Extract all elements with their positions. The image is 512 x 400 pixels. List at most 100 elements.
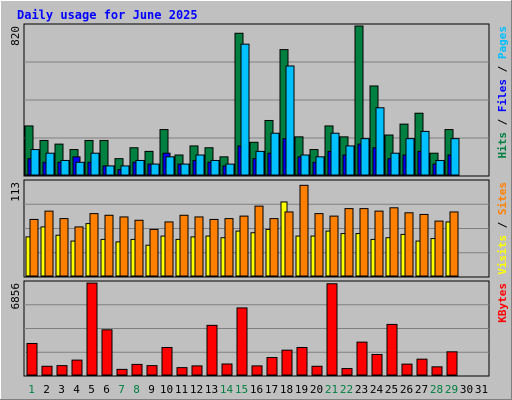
bar-sites-day-13 bbox=[209, 218, 219, 277]
bar-pages-day-13 bbox=[210, 159, 220, 176]
x-tick-label-day-19: 19 bbox=[295, 383, 308, 396]
x-tick-label-day-3: 3 bbox=[58, 383, 65, 396]
bar-sites-day-1 bbox=[29, 218, 39, 277]
hits-panel: 820 Hits / Files / Pages bbox=[9, 23, 509, 177]
bar-pages-day-24 bbox=[375, 107, 385, 176]
bar-sites-day-19 bbox=[299, 184, 309, 277]
chart-title: Daily usage for June 2025 bbox=[17, 8, 198, 22]
visits-panel-axis-label-part: Sites bbox=[496, 182, 509, 215]
bar-sites-day-14 bbox=[224, 218, 234, 277]
hits-panel-max-label: 820 bbox=[9, 26, 22, 46]
x-tick-label-day-23: 23 bbox=[355, 383, 368, 396]
x-tick-label-day-17: 17 bbox=[265, 383, 278, 396]
bar-sites-day-3 bbox=[59, 218, 69, 277]
bar-pages-day-21 bbox=[330, 132, 340, 176]
bar-pages-day-3 bbox=[60, 159, 70, 176]
bar-sites-day-25 bbox=[389, 207, 399, 277]
bar-kbytes-day-5 bbox=[86, 282, 98, 376]
x-tick-label-day-11: 11 bbox=[175, 383, 188, 396]
bar-kbytes-day-24 bbox=[371, 353, 383, 376]
x-tick-label-day-8: 8 bbox=[133, 383, 140, 396]
x-tick-label-day-24: 24 bbox=[370, 383, 384, 396]
bar-pages-day-29 bbox=[450, 138, 460, 176]
bar-sites-day-12 bbox=[194, 216, 204, 277]
x-tick-label-day-16: 16 bbox=[250, 383, 263, 396]
x-tick-label-day-20: 20 bbox=[310, 383, 323, 396]
bar-sites-day-10 bbox=[164, 221, 174, 277]
kbytes-panel-max-label: 6856 bbox=[9, 283, 22, 310]
bar-pages-day-4 bbox=[75, 161, 85, 176]
bar-pages-day-16 bbox=[255, 150, 265, 176]
bar-pages-day-7 bbox=[120, 165, 130, 176]
bar-kbytes-day-10 bbox=[161, 346, 173, 376]
bar-pages-day-25 bbox=[390, 152, 400, 176]
bar-kbytes-day-12 bbox=[191, 365, 203, 376]
bar-kbytes-day-17 bbox=[266, 357, 278, 376]
bar-pages-day-20 bbox=[315, 156, 325, 176]
x-tick-label-day-4: 4 bbox=[73, 383, 80, 396]
x-tick-label-day-1: 1 bbox=[28, 383, 35, 396]
x-tick-label-day-31: 31 bbox=[475, 383, 488, 396]
x-tick-label-day-22: 22 bbox=[340, 383, 353, 396]
bar-sites-day-29 bbox=[449, 211, 459, 277]
bar-sites-day-5 bbox=[89, 213, 99, 277]
bar-kbytes-day-28 bbox=[431, 366, 443, 376]
bar-sites-day-23 bbox=[359, 208, 369, 277]
bar-pages-day-17 bbox=[270, 132, 280, 176]
bar-sites-day-20 bbox=[314, 213, 324, 277]
x-tick-label-day-15: 15 bbox=[235, 383, 248, 396]
bar-kbytes-day-3 bbox=[56, 365, 68, 376]
x-tick-label-day-6: 6 bbox=[103, 383, 110, 396]
bar-pages-day-23 bbox=[360, 138, 370, 176]
bar-pages-day-9 bbox=[150, 163, 160, 176]
bar-kbytes-day-4 bbox=[71, 359, 83, 376]
bar-kbytes-day-13 bbox=[206, 324, 218, 376]
bar-pages-day-5 bbox=[90, 152, 100, 176]
bar-pages-day-18 bbox=[285, 65, 295, 176]
bar-kbytes-day-19 bbox=[296, 346, 308, 376]
x-tick-label-day-13: 13 bbox=[205, 383, 218, 396]
hits-panel-axis-label-part: Pages bbox=[496, 26, 509, 59]
hits-panel-axis-label: Hits / Files / Pages bbox=[496, 26, 509, 159]
bar-kbytes-day-27 bbox=[416, 358, 428, 376]
bar-kbytes-day-6 bbox=[101, 329, 113, 376]
bar-pages-day-27 bbox=[420, 130, 430, 176]
x-tick-label-day-7: 7 bbox=[118, 383, 125, 396]
bar-kbytes-day-22 bbox=[341, 368, 353, 376]
bar-sites-day-7 bbox=[119, 216, 129, 277]
bar-sites-day-26 bbox=[404, 212, 414, 277]
bar-kbytes-day-8 bbox=[131, 363, 143, 376]
hits-panel-axis-label-part: / bbox=[496, 112, 509, 132]
kbytes-panel-axis-label: KBytes bbox=[496, 283, 509, 323]
bar-sites-day-17 bbox=[269, 218, 279, 277]
x-tick-label-day-27: 27 bbox=[415, 383, 428, 396]
bar-sites-day-16 bbox=[254, 205, 264, 277]
bar-pages-day-8 bbox=[135, 159, 145, 176]
x-tick-label-day-10: 10 bbox=[160, 383, 173, 396]
bar-kbytes-day-18 bbox=[281, 349, 293, 376]
x-tick-label-day-2: 2 bbox=[43, 383, 50, 396]
bar-kbytes-day-14 bbox=[221, 363, 233, 376]
kbytes-panel: 6856 KBytes bbox=[9, 280, 509, 377]
bar-kbytes-day-15 bbox=[236, 307, 248, 376]
visits-panel: 113 Visits / Sites bbox=[9, 179, 509, 278]
hits-panel-axis-label-part: / bbox=[496, 59, 509, 79]
x-tick-label-day-28: 28 bbox=[430, 383, 443, 396]
x-tick-label-day-12: 12 bbox=[190, 383, 203, 396]
bar-sites-day-24 bbox=[374, 210, 384, 277]
bar-sites-day-21 bbox=[329, 215, 339, 277]
bar-kbytes-day-7 bbox=[116, 368, 128, 376]
bar-kbytes-day-20 bbox=[311, 365, 323, 376]
bar-sites-day-2 bbox=[44, 210, 54, 277]
kbytes-panel-axis-label-part: KBytes bbox=[496, 283, 509, 323]
hits-panel-axis-label-part: Hits bbox=[496, 132, 509, 159]
bar-pages-day-11 bbox=[180, 163, 190, 176]
bar-kbytes-day-2 bbox=[41, 365, 53, 376]
bar-pages-day-2 bbox=[45, 152, 55, 176]
bar-sites-day-27 bbox=[419, 213, 429, 277]
bar-kbytes-day-11 bbox=[176, 367, 188, 376]
bar-kbytes-day-9 bbox=[146, 365, 158, 376]
bar-pages-day-14 bbox=[225, 163, 235, 176]
bar-sites-day-8 bbox=[134, 219, 144, 277]
